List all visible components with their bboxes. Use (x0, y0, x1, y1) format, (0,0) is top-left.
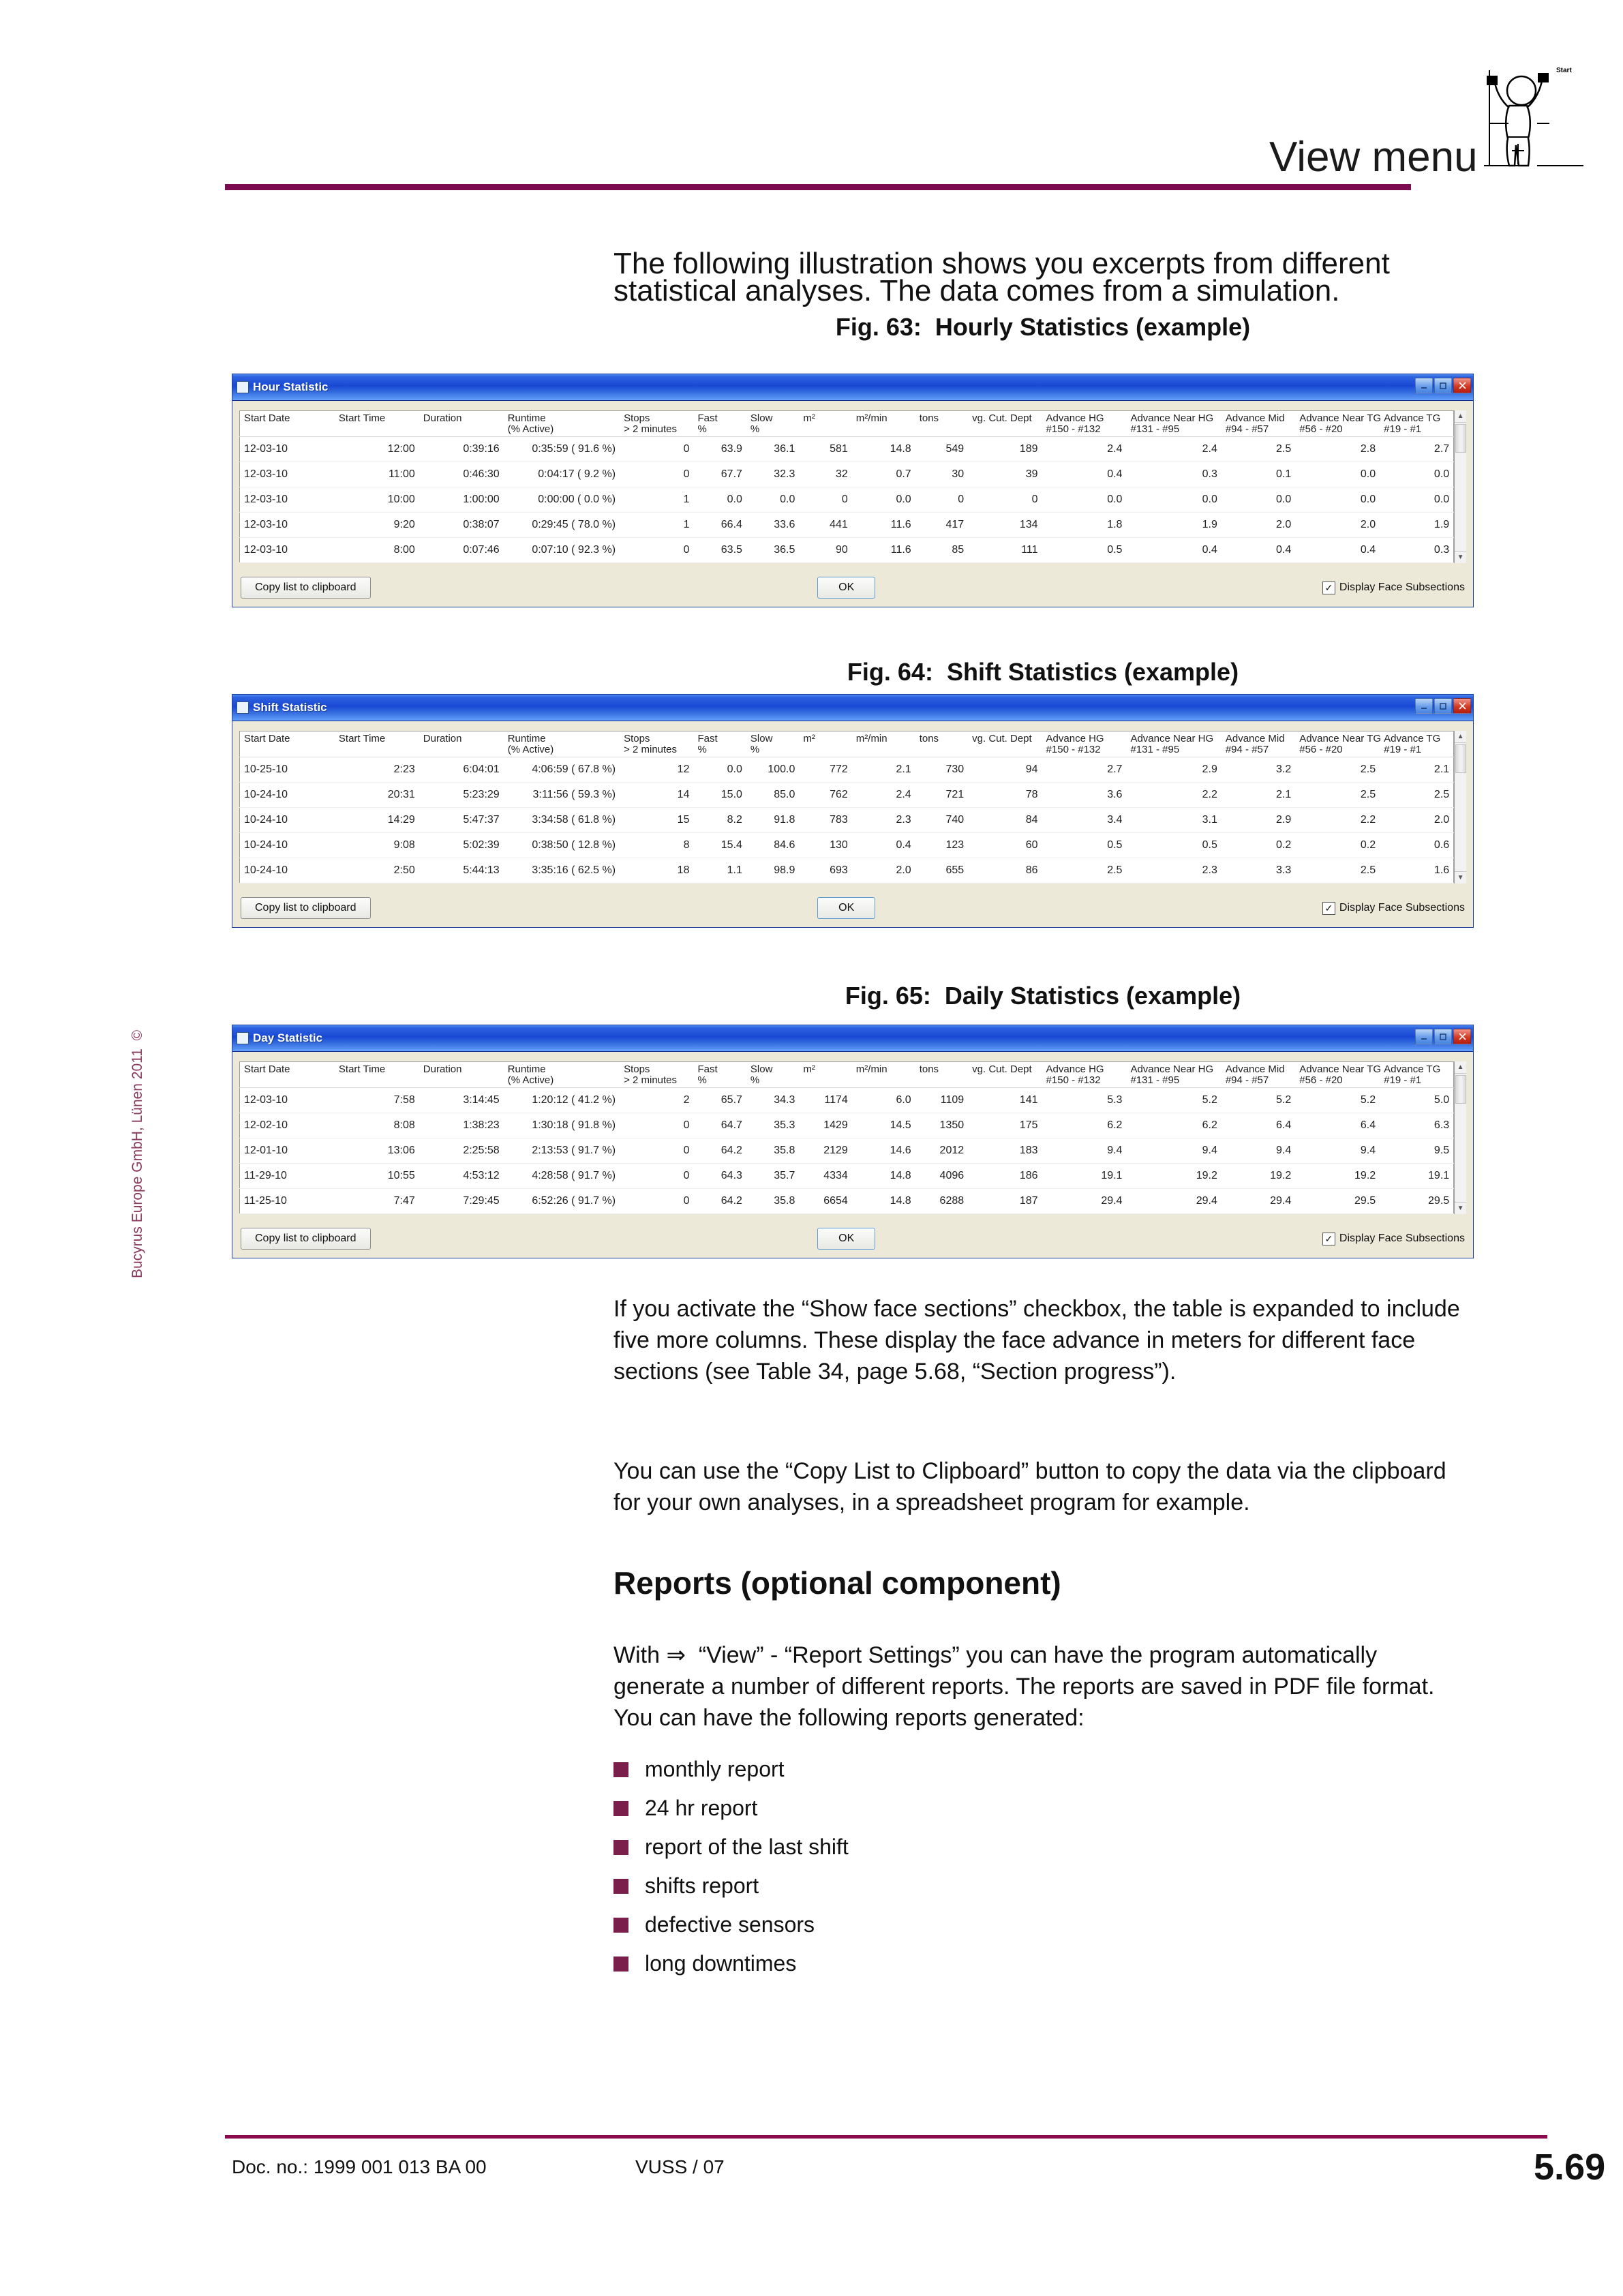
svg-text:Start: Start (1556, 67, 1572, 74)
